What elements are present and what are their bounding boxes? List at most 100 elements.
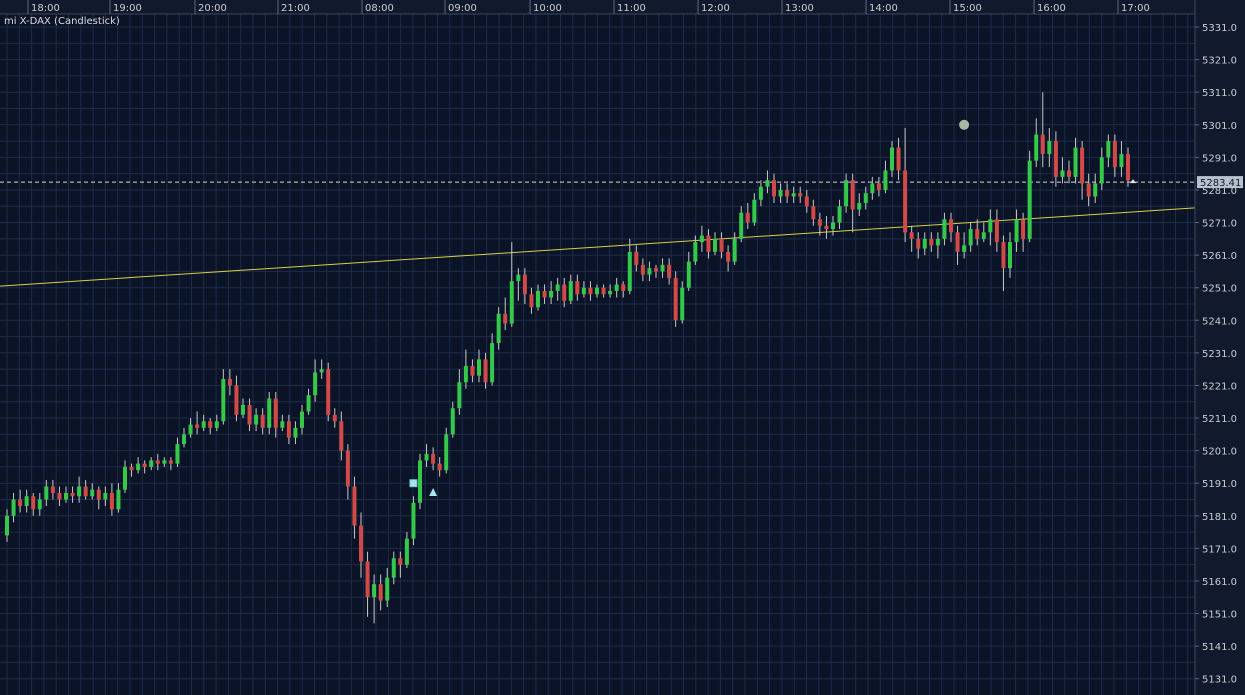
candle-up-body bbox=[1106, 141, 1111, 158]
candle bbox=[70, 486, 75, 503]
candle bbox=[850, 173, 855, 233]
triangle-marker[interactable] bbox=[429, 487, 438, 496]
candle-up-body bbox=[922, 238, 927, 249]
candle bbox=[949, 212, 953, 243]
candle bbox=[844, 173, 849, 213]
candle-down-body bbox=[273, 398, 278, 428]
candle bbox=[890, 141, 894, 177]
candle-down-body bbox=[109, 492, 114, 510]
candle bbox=[647, 261, 652, 282]
candle-up-body bbox=[411, 502, 416, 539]
candle bbox=[103, 486, 108, 507]
candle bbox=[562, 277, 567, 308]
candle-up-body bbox=[765, 180, 770, 187]
candle bbox=[77, 476, 82, 503]
price-tick-label: 5131.0 bbox=[1202, 675, 1237, 686]
candle bbox=[640, 258, 645, 282]
candle-up-body bbox=[103, 492, 108, 500]
candle bbox=[791, 186, 796, 203]
candle-down-body bbox=[529, 294, 534, 308]
candle-up-body bbox=[201, 421, 206, 428]
candle-up-body bbox=[1047, 141, 1052, 155]
candle-down-body bbox=[129, 466, 134, 471]
candle-down-body bbox=[975, 229, 980, 239]
circle-marker[interactable] bbox=[959, 119, 970, 130]
candle-down-body bbox=[1126, 154, 1130, 181]
square-marker[interactable] bbox=[409, 479, 418, 488]
candle-down-body bbox=[824, 225, 829, 230]
candle bbox=[319, 359, 324, 379]
candle bbox=[168, 457, 173, 471]
candle-up-body bbox=[595, 287, 599, 295]
candle-up-body bbox=[739, 212, 744, 239]
candle-down-body bbox=[798, 193, 803, 197]
candle-down-body bbox=[719, 238, 724, 252]
candle-up-body bbox=[660, 264, 665, 272]
candle bbox=[306, 388, 311, 415]
candle bbox=[955, 225, 960, 265]
candle bbox=[24, 489, 29, 513]
candle-up-body bbox=[844, 180, 849, 207]
candle bbox=[424, 444, 429, 467]
price-tick-label: 5231.0 bbox=[1202, 349, 1237, 360]
candle bbox=[529, 287, 534, 314]
candle-up-body bbox=[778, 189, 783, 197]
candle-down-body bbox=[1086, 183, 1091, 197]
candle bbox=[404, 532, 409, 568]
candle-down-body bbox=[903, 170, 908, 233]
candle-up-body bbox=[175, 444, 180, 464]
price-tick-label: 5211.0 bbox=[1202, 414, 1237, 425]
candle bbox=[811, 199, 816, 226]
candle bbox=[503, 297, 508, 331]
candle bbox=[116, 483, 121, 513]
candle-up-body bbox=[863, 193, 868, 203]
candle-down-body bbox=[359, 525, 363, 562]
candle bbox=[221, 369, 226, 425]
candle bbox=[627, 238, 632, 295]
candle-up-body bbox=[890, 147, 894, 171]
candle-up-body bbox=[123, 466, 127, 490]
candle bbox=[418, 453, 422, 510]
candle bbox=[286, 414, 291, 445]
candle-down-body bbox=[811, 206, 816, 220]
candle bbox=[817, 212, 822, 236]
candle bbox=[975, 219, 980, 246]
candle bbox=[483, 352, 488, 389]
time-axis-strip bbox=[0, 0, 1245, 14]
candle bbox=[300, 405, 304, 435]
candle-up-body bbox=[752, 199, 757, 223]
candle bbox=[778, 183, 783, 203]
candle bbox=[90, 483, 95, 500]
time-tick-label: 17:00 bbox=[1121, 3, 1150, 14]
candle bbox=[175, 437, 180, 467]
candle bbox=[1073, 137, 1078, 184]
candle bbox=[463, 349, 468, 389]
candle bbox=[44, 479, 49, 507]
candle-up-body bbox=[293, 427, 298, 438]
candle-up-body bbox=[680, 287, 685, 321]
candle-down-body bbox=[332, 414, 337, 422]
candle-down-body bbox=[503, 313, 508, 324]
candle bbox=[385, 567, 390, 608]
marker-layer[interactable] bbox=[409, 119, 1136, 496]
time-tick-label: 15:00 bbox=[953, 3, 982, 14]
candle bbox=[18, 489, 23, 513]
candle bbox=[536, 284, 540, 311]
candle-down-body bbox=[1112, 141, 1117, 168]
candle-up-body bbox=[477, 359, 481, 376]
candle-down-body bbox=[431, 453, 436, 464]
candle-up-body bbox=[693, 242, 698, 262]
candle-up-body bbox=[536, 290, 540, 308]
price-tick-label: 5221.0 bbox=[1202, 381, 1237, 392]
candle bbox=[1126, 147, 1130, 187]
candle-up-body bbox=[1014, 219, 1019, 243]
time-tick-label: 08:00 bbox=[365, 3, 394, 14]
candle-down-body bbox=[1021, 219, 1026, 239]
candle bbox=[155, 453, 160, 471]
candle bbox=[1093, 173, 1098, 203]
candle-up-body bbox=[1034, 134, 1039, 161]
time-tick-label: 14:00 bbox=[869, 3, 898, 14]
candle-up-body bbox=[549, 290, 554, 298]
